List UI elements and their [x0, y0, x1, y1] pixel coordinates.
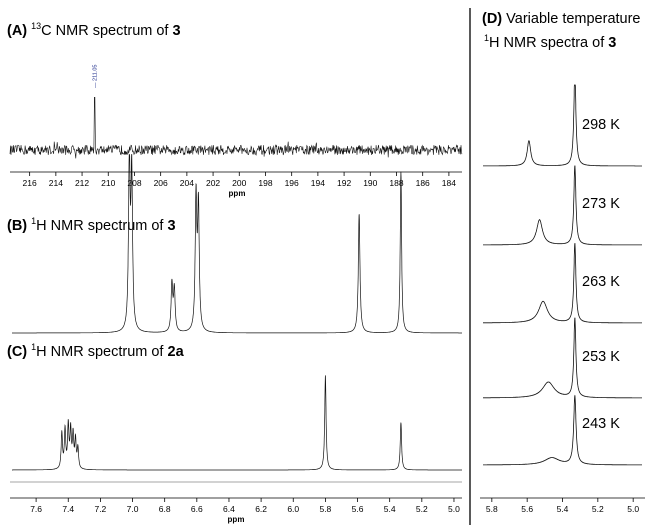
panel-a-compound: 3: [173, 23, 181, 39]
c13-tick-label: 216: [23, 178, 37, 188]
c13-tick-label: 206: [154, 178, 168, 188]
h1-tick-label: 5.2: [416, 504, 428, 514]
h1-spectrum-2a-line: [12, 375, 462, 471]
vt-spectrum-line: [483, 317, 642, 399]
panel-a-isotope: 13: [31, 21, 41, 31]
vt-spectrum-line: [483, 243, 642, 324]
c13-tick-label: 196: [285, 178, 299, 188]
c13-tick-label: 208: [127, 178, 141, 188]
panel-c-spectrum: 7.6 7.4 7.2 7.0 6.8 6.6 6.4 6.2 6.0 5.8 5.6 5.4 5.2 5…: [10, 375, 462, 524]
panel-c-compound: 2a: [168, 344, 185, 360]
c13-xlabel: ppm: [229, 189, 246, 198]
temperature-label: 298 K: [582, 117, 620, 133]
temperature-label: 243 K: [582, 416, 620, 432]
c13-tick-label: 204: [180, 178, 194, 188]
h1-tick-label: 5.6: [352, 504, 364, 514]
panel-d-compound: 3: [608, 35, 616, 51]
h1-xlabel: ppm: [228, 515, 245, 524]
c13-tick-label: 212: [75, 178, 89, 188]
panel-b-isotope: 1: [31, 216, 36, 226]
vt-tick-label: 5.2: [592, 504, 604, 514]
panel-d-text2: H NMR spectra of: [489, 35, 608, 51]
c13-spectrum-line: [9, 97, 463, 159]
c13-tick-label: 190: [363, 178, 377, 188]
c13-tick-label: 194: [311, 178, 325, 188]
panel-c-text: H NMR spectrum of: [36, 344, 167, 360]
panel-b-letter: (B): [7, 218, 27, 234]
h1-tick-label: 5.8: [319, 504, 331, 514]
panel-b-text: H NMR spectrum of: [36, 218, 167, 234]
h1-tick-label: 7.0: [127, 504, 139, 514]
h1-tick-label: 7.4: [62, 504, 74, 514]
c13-tick-label: 186: [416, 178, 430, 188]
h1-tick-label: 5.0: [448, 504, 460, 514]
c13-tick-label: 202: [206, 178, 220, 188]
panel-b-spectrum: [12, 154, 462, 334]
h1-tick-label: 7.2: [94, 504, 106, 514]
panel-d-letter: (D): [482, 11, 502, 27]
panel-a-title: (A) 13C NMR spectrum of 3: [7, 21, 181, 39]
h1-tick-label: 6.4: [223, 504, 235, 514]
c13-tick-label: 214: [49, 178, 63, 188]
panel-d-text1: Variable temperature: [502, 11, 640, 27]
h1-spectrum-3-line: [12, 154, 462, 334]
vt-tick-label: 5.0: [627, 504, 639, 514]
temperature-label: 253 K: [582, 349, 620, 365]
c13-tick-label: 200: [232, 178, 246, 188]
vt-tick-label: 5.4: [557, 504, 569, 514]
c13-tick-label: 188: [389, 178, 403, 188]
temperature-label: 263 K: [582, 274, 620, 290]
panel-c-isotope: 1: [31, 342, 36, 352]
vt-spectrum-line: [483, 394, 642, 466]
h1-tick-label: 7.6: [30, 504, 42, 514]
h1-tick-label: 6.2: [255, 504, 267, 514]
c13-tick-label: 184: [442, 178, 456, 188]
panel-b-title: (B) 1H NMR spectrum of 3: [7, 216, 176, 234]
panel-a-text: C NMR spectrum of: [41, 23, 172, 39]
panel-d-title-line2: 1H NMR spectra of 3: [484, 33, 616, 51]
h1-tick-label: 6.8: [159, 504, 171, 514]
panel-b-compound: 3: [168, 218, 176, 234]
vt-spectrum-line: [483, 165, 642, 246]
vt-tick-label: 5.8: [486, 504, 498, 514]
c13-tick-label: 210: [101, 178, 115, 188]
panel-a-spectrum: — 211.05 216 214 212 210 208 206 204 202 200 198 19…: [9, 65, 463, 198]
vt-tick-label: 5.6: [521, 504, 533, 514]
c13-tick-label: 198: [258, 178, 272, 188]
c13-tick-label: 192: [337, 178, 351, 188]
peak-annotation: — 211.05: [93, 65, 99, 88]
h1-tick-label: 6.6: [191, 504, 203, 514]
temperature-label: 273 K: [582, 196, 620, 212]
panel-a-letter: (A): [7, 23, 27, 39]
h1-tick-label: 5.4: [384, 504, 396, 514]
panel-d-spectra: 298 K 273 K 263 K 253 K 243 K 5.8 5.6 5.4 5.2 5.0: [480, 84, 645, 514]
panel-d-isotope: 1: [484, 33, 489, 43]
panel-d-title-line1: (D) Variable temperature: [482, 11, 641, 27]
vt-spectrum-line: [483, 84, 642, 167]
panel-c-letter: (C): [7, 344, 27, 360]
h1-tick-label: 6.0: [287, 504, 299, 514]
panel-c-title: (C) 1H NMR spectrum of 2a: [7, 342, 185, 360]
